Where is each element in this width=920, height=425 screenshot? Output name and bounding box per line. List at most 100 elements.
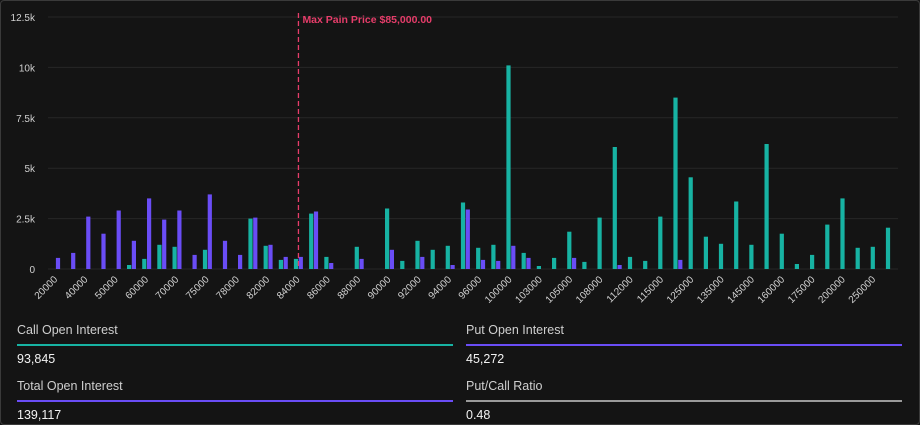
put-bar (313, 211, 319, 269)
call-bar (278, 259, 283, 269)
call-bar (491, 244, 496, 269)
x-tick-label: 125000 (665, 274, 697, 306)
call-accent-rule (17, 344, 453, 346)
x-tick-label: 135000 (695, 274, 727, 306)
x-tick-label: 92000 (396, 274, 424, 302)
call-bar (718, 243, 724, 269)
x-tick-label: 90000 (366, 274, 394, 302)
call-bar (643, 260, 648, 269)
x-tick-label: 96000 (457, 274, 485, 302)
put-bar (465, 209, 470, 269)
put-bar (86, 216, 91, 269)
call-bar (658, 216, 663, 269)
call-bar (870, 246, 875, 269)
call-open-interest-label: Call Open Interest (17, 323, 118, 337)
put-open-interest-stat: Put Open Interest 45,272 (466, 321, 902, 366)
y-tick-label: 12.5k (11, 13, 36, 24)
call-bar (157, 244, 162, 269)
x-tick-label: 86000 (305, 274, 333, 302)
put-bar (207, 194, 212, 269)
call-bar (309, 213, 314, 269)
ratio-accent-rule (466, 400, 902, 402)
x-tick-label: 103000 (513, 274, 545, 306)
call-open-interest-stat: Call Open Interest 93,845 (17, 321, 453, 366)
put-accent-rule (466, 344, 902, 346)
call-bar (400, 260, 405, 269)
x-tick-label: 250000 (847, 274, 879, 306)
x-tick-label: 70000 (154, 274, 182, 302)
put-bar (253, 217, 258, 269)
put-bar (238, 254, 243, 269)
x-tick-label: 112000 (605, 274, 636, 305)
call-bar (552, 257, 557, 269)
call-bar (202, 249, 208, 269)
put-bar (526, 257, 531, 269)
put-call-ratio-label: Put/Call Ratio (466, 379, 543, 393)
y-tick-label: 2.5k (16, 215, 36, 226)
call-bar (460, 202, 466, 269)
x-tick-label: 82000 (245, 274, 273, 302)
x-tick-label: 20000 (33, 274, 61, 302)
call-bar (597, 217, 602, 269)
call-bar (521, 252, 526, 269)
call-bar (840, 198, 845, 269)
call-bar (293, 258, 299, 269)
x-tick-label: 100000 (483, 274, 515, 306)
call-bar (673, 97, 678, 269)
call-bar (794, 264, 799, 269)
call-bar (385, 208, 390, 269)
call-bar (703, 236, 708, 269)
call-bar (810, 254, 815, 269)
put-bar (496, 260, 501, 269)
put-open-interest-value: 45,272 (466, 352, 505, 366)
total-open-interest-label: Total Open Interest (17, 379, 123, 393)
call-bar (506, 65, 511, 270)
x-tick-label: 60000 (124, 274, 152, 302)
call-bar (354, 246, 359, 269)
y-tick-label: 7.5k (16, 114, 36, 125)
put-bar (283, 256, 288, 269)
put-bar (131, 240, 136, 269)
put-bar (162, 219, 167, 269)
put-bar (480, 259, 486, 269)
x-tick-label: 200000 (816, 274, 848, 306)
call-bar (536, 266, 541, 269)
call-bar (445, 245, 450, 269)
y-tick-label: 0 (29, 265, 35, 276)
call-bar (688, 177, 693, 269)
call-bar (248, 218, 253, 269)
total-accent-rule (17, 400, 453, 402)
call-bar (612, 147, 617, 269)
x-tick-label: 105000 (544, 274, 576, 306)
call-bar (582, 261, 587, 269)
x-tick-label: 40000 (63, 274, 91, 302)
put-bar (617, 265, 622, 269)
put-bar (511, 245, 516, 269)
call-bar (825, 224, 830, 269)
x-tick-label: 115000 (635, 274, 666, 305)
put-bar (101, 233, 106, 269)
put-open-interest-label: Put Open Interest (466, 323, 564, 337)
put-bar (55, 257, 61, 269)
x-tick-label: 160000 (756, 274, 788, 306)
call-bar (779, 233, 784, 269)
call-bar (324, 256, 329, 269)
call-bar (263, 245, 268, 269)
x-tick-label: 108000 (574, 274, 606, 306)
x-tick-label: 50000 (93, 274, 121, 302)
put-bar (222, 240, 228, 269)
call-bar (764, 144, 769, 269)
x-tick-label: 84000 (275, 274, 303, 302)
call-bar (627, 256, 633, 269)
put-bar (147, 198, 152, 269)
total-open-interest-value: 139,117 (17, 408, 62, 422)
put-bar (359, 258, 364, 269)
put-bar (116, 210, 121, 269)
put-bar (177, 210, 182, 269)
x-tick-label: 175000 (786, 274, 818, 306)
put-bar (420, 256, 425, 269)
call-bar (142, 258, 147, 269)
put-bar (450, 265, 455, 269)
y-tick-label: 5k (24, 164, 36, 175)
